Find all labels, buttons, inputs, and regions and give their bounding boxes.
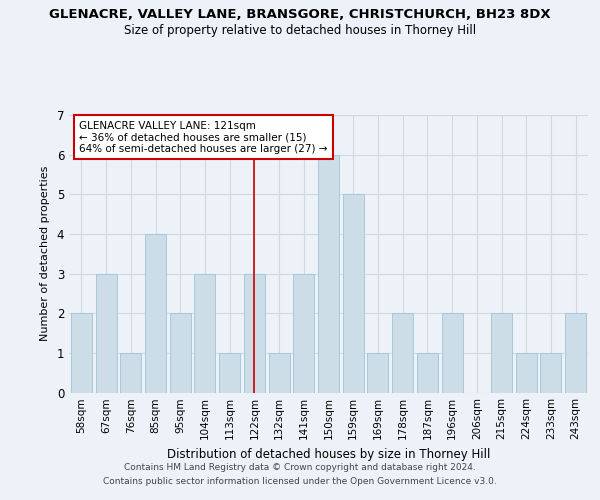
Text: Contains HM Land Registry data © Crown copyright and database right 2024.: Contains HM Land Registry data © Crown c… <box>124 462 476 471</box>
Bar <box>491 313 512 392</box>
Text: GLENACRE VALLEY LANE: 121sqm
← 36% of detached houses are smaller (15)
64% of se: GLENACRE VALLEY LANE: 121sqm ← 36% of de… <box>79 120 328 154</box>
Text: Contains public sector information licensed under the Open Government Licence v3: Contains public sector information licen… <box>103 478 497 486</box>
Bar <box>269 353 290 393</box>
Bar <box>194 274 215 392</box>
Y-axis label: Number of detached properties: Number of detached properties <box>40 166 50 342</box>
Bar <box>120 353 141 393</box>
X-axis label: Distribution of detached houses by size in Thorney Hill: Distribution of detached houses by size … <box>167 448 490 461</box>
Bar <box>95 274 116 392</box>
Bar <box>318 154 339 392</box>
Bar <box>293 274 314 392</box>
Bar <box>145 234 166 392</box>
Text: Size of property relative to detached houses in Thorney Hill: Size of property relative to detached ho… <box>124 24 476 37</box>
Bar <box>343 194 364 392</box>
Bar <box>565 313 586 392</box>
Bar <box>219 353 240 393</box>
Bar <box>392 313 413 392</box>
Bar <box>541 353 562 393</box>
Bar <box>442 313 463 392</box>
Bar <box>170 313 191 392</box>
Bar <box>244 274 265 392</box>
Bar <box>367 353 388 393</box>
Bar <box>516 353 537 393</box>
Text: GLENACRE, VALLEY LANE, BRANSGORE, CHRISTCHURCH, BH23 8DX: GLENACRE, VALLEY LANE, BRANSGORE, CHRIST… <box>49 8 551 20</box>
Bar <box>71 313 92 392</box>
Bar <box>417 353 438 393</box>
